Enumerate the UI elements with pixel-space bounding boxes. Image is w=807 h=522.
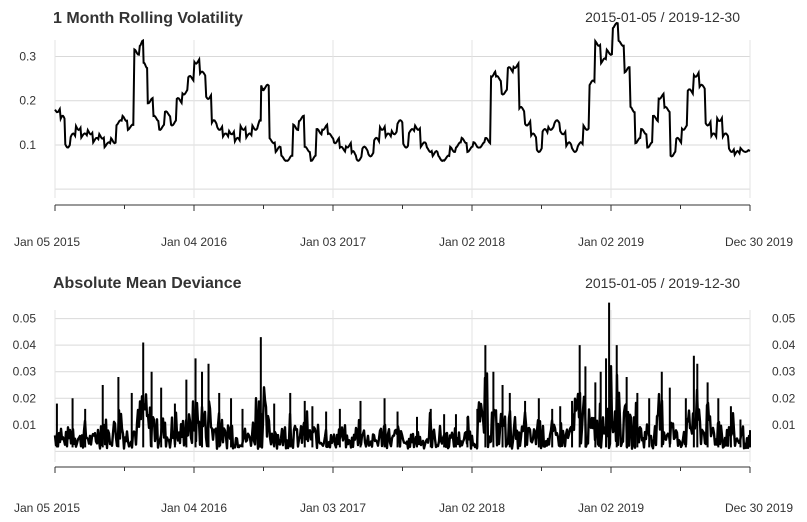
x-tick-label: Jan 05 2015 xyxy=(14,501,80,515)
volatility-date-range: 2015-01-05 / 2019-12-30 xyxy=(585,9,740,25)
y-tick-label: 0.05 xyxy=(13,312,37,326)
x-tick-label: Jan 04 2016 xyxy=(161,235,227,249)
volatility-y-ticks: 0.1 0.2 0.3 xyxy=(19,50,36,152)
y-tick-label-right: 0.01 xyxy=(772,418,796,432)
y-tick-label: 0.02 xyxy=(13,391,37,405)
x-tick-label: Dec 30 2019 xyxy=(725,501,793,515)
x-tick-label: Jan 04 2016 xyxy=(161,501,227,515)
x-tick-label: Jan 02 2018 xyxy=(439,501,505,515)
y-tick-label: 0.2 xyxy=(19,94,36,108)
volatility-grid xyxy=(54,40,751,198)
y-tick-label: 0.1 xyxy=(19,138,36,152)
y-tick-label-right: 0.03 xyxy=(772,365,796,379)
x-tick-label: Jan 03 2017 xyxy=(300,235,366,249)
deviance-date-range: 2015-01-05 / 2019-12-30 xyxy=(585,275,740,291)
y-tick-label: 0.3 xyxy=(19,50,36,64)
deviance-x-axis: Jan 05 2015 Jan 04 2016 Jan 03 2017 Jan 02 … xyxy=(14,466,793,515)
x-tick-label: Jan 03 2017 xyxy=(300,501,366,515)
x-tick-label: Jan 02 2019 xyxy=(578,501,644,515)
y-tick-label: 0.04 xyxy=(13,338,37,352)
y-tick-label-right: 0.02 xyxy=(772,391,796,405)
volatility-chart-title: 1 Month Rolling Volatility xyxy=(53,10,243,27)
y-tick-label: 0.01 xyxy=(13,418,37,432)
x-tick-label: Jan 02 2018 xyxy=(439,235,505,249)
y-tick-label-right: 0.04 xyxy=(772,338,796,352)
volatility-x-axis: Jan 05 2015 Jan 04 2016 Jan 03 2017 Jan 02 … xyxy=(14,204,793,249)
deviance-series-line xyxy=(53,365,751,450)
deviance-y-ticks: 0.01 0.01 0.02 0.02 0.03 0.03 0.04 0.04 0.05 0.05 xyxy=(13,312,796,432)
deviance-chart-title: Absolute Mean Deviance xyxy=(53,275,242,292)
x-tick-label: Dec 30 2019 xyxy=(725,235,793,249)
y-tick-label-right: 0.05 xyxy=(772,312,796,326)
x-tick-label: Jan 05 2015 xyxy=(14,235,80,249)
volatility-panel: 1 Month Rolling Volatility 2015-01-05 / … xyxy=(14,9,793,249)
volatility-series-line xyxy=(54,21,751,163)
y-tick-label: 0.03 xyxy=(13,365,37,379)
x-tick-label: Jan 02 2019 xyxy=(578,235,644,249)
deviance-panel: Absolute Mean Deviance 2015-01-05 / 2019… xyxy=(13,275,796,515)
